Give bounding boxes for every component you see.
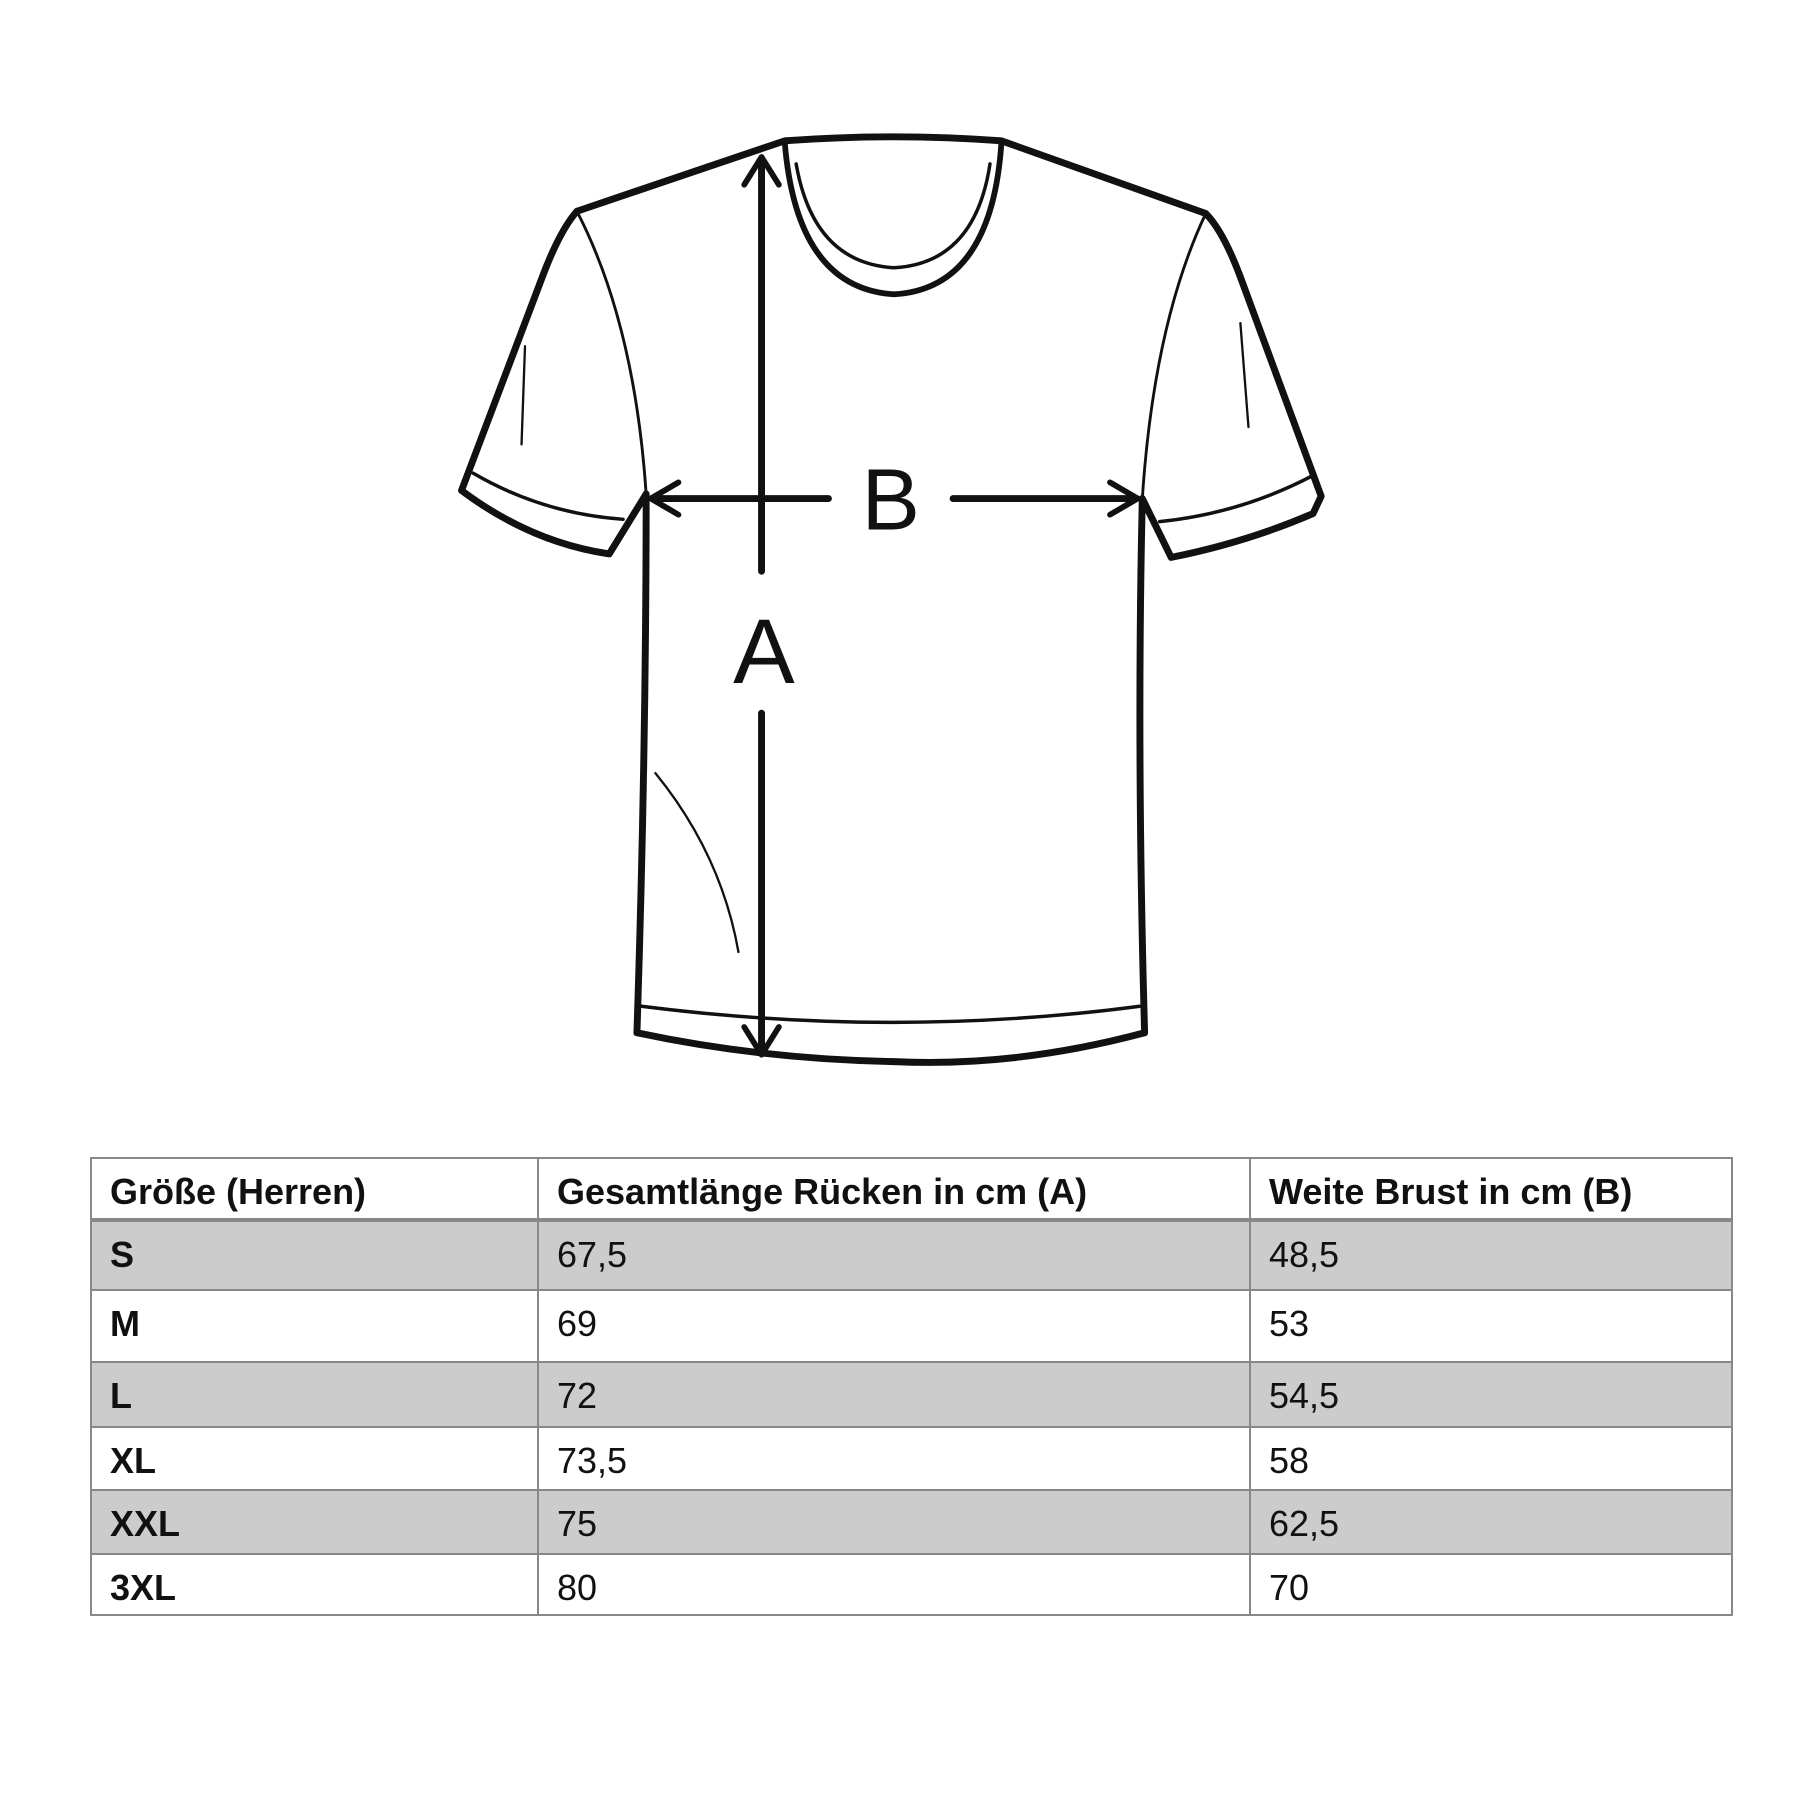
header-length: Gesamtlänge Rücken in cm (A) [537, 1157, 1251, 1222]
header-chest: Weite Brust in cm (B) [1249, 1157, 1733, 1222]
fold-line-right-sleeve [1239, 322, 1250, 429]
collar-outer [781, 137, 1005, 298]
table-row: 3XL 80 70 [90, 1553, 1733, 1616]
table-row: S 67,5 48,5 [90, 1219, 1733, 1291]
header-size: Größe (Herren) [90, 1157, 539, 1222]
tshirt-outline [458, 133, 1325, 1066]
label-a: A [733, 599, 795, 703]
label-b: B [862, 451, 921, 549]
cell-length: 69 [537, 1289, 1251, 1363]
cell-chest: 70 [1249, 1553, 1733, 1616]
fold-line-left-sleeve [520, 345, 527, 446]
arrow-a [741, 154, 782, 1058]
cell-chest: 58 [1249, 1426, 1733, 1491]
table-header-row: Größe (Herren) Gesamtlänge Rücken in cm … [90, 1157, 1733, 1222]
collar-inner [794, 162, 992, 270]
left-sleeve-seam [575, 209, 648, 496]
fold-line [654, 771, 740, 954]
cell-length: 80 [537, 1553, 1251, 1616]
right-cuff [1157, 473, 1315, 524]
cell-length: 72 [537, 1361, 1251, 1428]
tshirt-diagram: A B [458, 133, 1325, 1066]
cell-length: 73,5 [537, 1426, 1251, 1491]
cell-chest: 53 [1249, 1289, 1733, 1363]
cell-size: 3XL [90, 1553, 539, 1616]
arrow-b [647, 479, 1141, 518]
table-row: L 72 54,5 [90, 1361, 1733, 1428]
table-row: XL 73,5 58 [90, 1426, 1733, 1491]
left-cuff [471, 471, 625, 522]
size-table: Größe (Herren) Gesamtlänge Rücken in cm … [90, 1157, 1733, 1616]
cell-size: S [90, 1219, 539, 1291]
right-sleeve-seam [1140, 212, 1208, 500]
cell-length: 75 [537, 1489, 1251, 1555]
cell-chest: 54,5 [1249, 1361, 1733, 1428]
hem-line [639, 1004, 1142, 1025]
cell-size: XL [90, 1426, 539, 1491]
cell-chest: 62,5 [1249, 1489, 1733, 1555]
table-row: XXL 75 62,5 [90, 1489, 1733, 1555]
cell-size: L [90, 1361, 539, 1428]
cell-size: M [90, 1289, 539, 1363]
table-row: M 69 53 [90, 1289, 1733, 1363]
cell-chest: 48,5 [1249, 1219, 1733, 1291]
cell-length: 67,5 [537, 1219, 1251, 1291]
cell-size: XXL [90, 1489, 539, 1555]
